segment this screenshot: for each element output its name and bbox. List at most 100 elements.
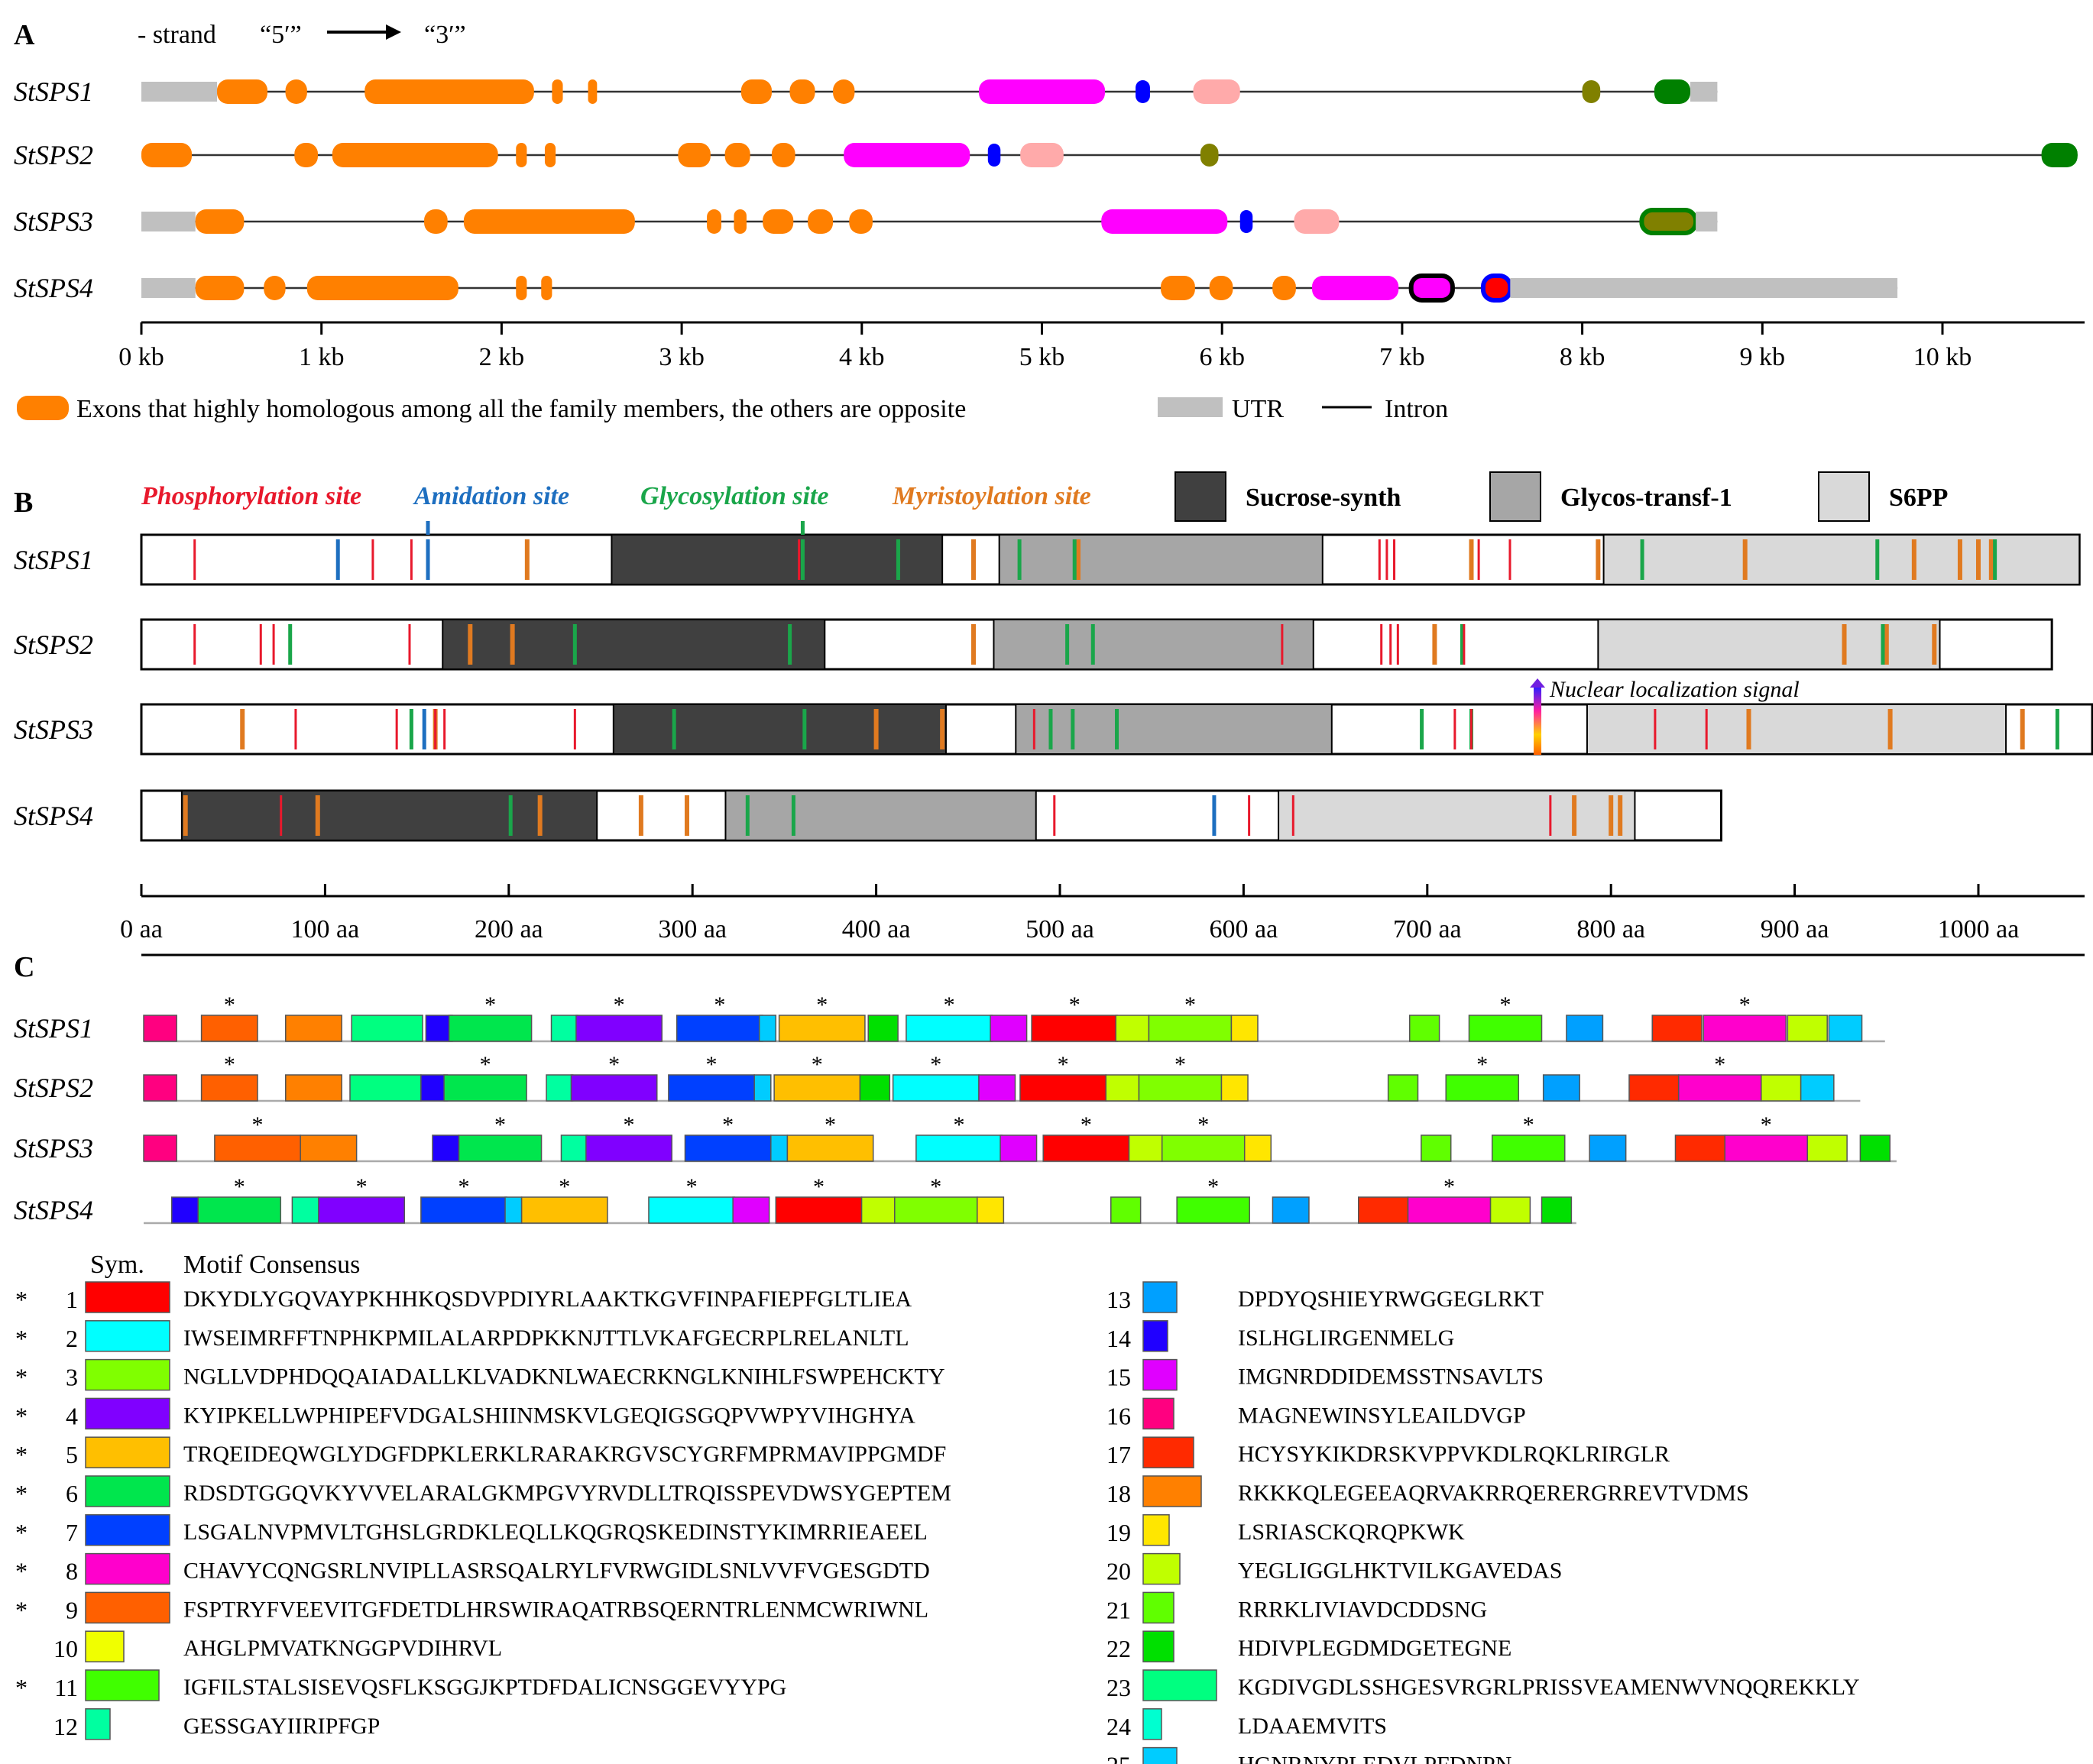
motif-star: * xyxy=(954,1112,965,1138)
motif-box-25 xyxy=(1800,1074,1835,1102)
motif-legend-swatch xyxy=(1142,1475,1202,1507)
motif-box-17 xyxy=(1674,1134,1726,1162)
motif-legend-number: 7 xyxy=(66,1519,78,1546)
motif-box-25 xyxy=(1828,1015,1863,1042)
motif-legend-star: * xyxy=(15,1441,28,1468)
exon-block xyxy=(332,143,498,167)
motif-legend-number: 20 xyxy=(1106,1558,1131,1585)
motif-legend-star: * xyxy=(15,1480,28,1507)
motif-row-label-StSPS2: StSPS2 xyxy=(14,1073,93,1103)
motif-box-18 xyxy=(285,1074,342,1102)
motif-legend-number: 22 xyxy=(1106,1635,1131,1662)
gene-label-StSPS1: StSPS1 xyxy=(14,76,93,107)
exon-block xyxy=(1020,143,1064,167)
exon-block xyxy=(1101,209,1228,234)
motif-legend-number: 9 xyxy=(66,1596,78,1623)
motif-star: * xyxy=(480,1052,491,1077)
motif-box-16 xyxy=(143,1074,177,1102)
motif-row-label-StSPS1: StSPS1 xyxy=(14,1013,93,1044)
motif-legend-swatch xyxy=(1142,1552,1181,1585)
motif-legend-swatch xyxy=(85,1281,170,1313)
exon-block xyxy=(195,276,245,300)
motif-box-9 xyxy=(200,1015,258,1042)
motif-legend-number: 23 xyxy=(1106,1674,1131,1701)
motif-box-7 xyxy=(668,1074,755,1102)
motif-star: * xyxy=(559,1174,570,1199)
motif-legend-number: 11 xyxy=(54,1674,78,1701)
motif-star: * xyxy=(1081,1112,1092,1138)
motif-box-25 xyxy=(758,1015,777,1042)
motif-box-19 xyxy=(1230,1015,1259,1042)
motif-legend-sequence: HDIVPLEGDMDGETEGNE xyxy=(1238,1636,1511,1661)
exon-block xyxy=(763,209,794,234)
motif-legend-sequence: YEGLIGGLHKTVILKGAVEDAS xyxy=(1238,1558,1562,1584)
exon-block xyxy=(264,276,286,300)
exon-block xyxy=(789,79,815,104)
motif-box-22 xyxy=(1859,1134,1891,1162)
exon-block xyxy=(364,79,534,104)
motif-legend-number: 1 xyxy=(66,1286,78,1313)
motif-legend-swatch xyxy=(1142,1436,1194,1468)
motif-star: * xyxy=(614,992,625,1018)
motif-legend-sequence: MAGNEWINSYLEAILDVGP xyxy=(1238,1403,1526,1428)
protein-label-StSPS1: StSPS1 xyxy=(14,545,93,575)
motif-legend-swatch xyxy=(85,1397,170,1430)
protein-label-StSPS2: StSPS2 xyxy=(14,630,93,660)
motif-legend-swatch xyxy=(85,1552,170,1585)
motif-legend-sequence: LSGALNVPMVLTGHSLGRDKLEQLLKQGRQSKEDINSTYK… xyxy=(183,1520,928,1545)
motif-legend-swatch xyxy=(85,1708,111,1740)
domain-legend-swatch xyxy=(1818,471,1870,522)
motif-star: * xyxy=(1761,1112,1772,1138)
motif-legend-number: 16 xyxy=(1106,1402,1131,1429)
motif-legend-sequence: IWSEIMRFFTNPHKPMILALARPDPKKNJTTLVKAFGECR… xyxy=(183,1325,909,1351)
motif-legend-number: 4 xyxy=(66,1402,78,1429)
motif-star: * xyxy=(1523,1112,1534,1138)
motif-box-15 xyxy=(990,1015,1028,1042)
motif-box-8 xyxy=(1724,1134,1809,1162)
aa-tick-label: 300 aa xyxy=(658,915,727,943)
motif-legend-star: * xyxy=(15,1364,28,1391)
motif-legend-number: 25 xyxy=(1106,1752,1131,1764)
motif-legend-swatch xyxy=(1142,1630,1174,1662)
exon-block xyxy=(1239,210,1253,233)
motif-box-13 xyxy=(1566,1015,1604,1042)
motif-box-16 xyxy=(143,1134,177,1162)
motif-row-label-StSPS3: StSPS3 xyxy=(14,1133,93,1164)
motif-box-3 xyxy=(1138,1074,1223,1102)
motif-star: * xyxy=(714,992,725,1018)
motif-box-1 xyxy=(1019,1074,1107,1102)
motif-legend-number: 5 xyxy=(66,1441,78,1468)
exon-block xyxy=(724,143,750,167)
motif-legend-swatch xyxy=(1142,1514,1170,1546)
motif-legend-sym-header: Sym. xyxy=(90,1251,144,1279)
motif-legend-swatch xyxy=(1142,1320,1168,1352)
motif-box-14 xyxy=(425,1015,453,1042)
motif-box-2 xyxy=(648,1196,736,1224)
motif-box-7 xyxy=(684,1134,772,1162)
motif-box-20 xyxy=(1115,1015,1150,1042)
motif-legend-sequence: KYIPKELLWPHIPEFVDGALSHIINMSKVLGEQIGSGQPV… xyxy=(183,1403,915,1428)
motif-box-4 xyxy=(585,1134,672,1162)
motif-legend-sequence: FSPTRYFVEEVITGFDETDLHRSWIRAQATRBSQERNTRL… xyxy=(183,1597,928,1622)
site-label: Myristoylation site xyxy=(892,482,1091,510)
motif-box-5 xyxy=(778,1015,866,1042)
exon-block xyxy=(541,276,552,300)
motif-star: * xyxy=(1207,1174,1219,1199)
motif-box-17 xyxy=(1628,1074,1680,1102)
utr-block xyxy=(141,278,196,298)
exon-block xyxy=(463,209,635,234)
motif-box-5 xyxy=(786,1134,874,1162)
motif-legend-sequence: KGDIVGDLSSHGESVRGRLPRISSVEAMENWVNQQREKKL… xyxy=(1238,1675,1860,1700)
motif-box-12 xyxy=(550,1015,578,1042)
exon-block xyxy=(987,144,1001,167)
nls-arrowhead xyxy=(1530,678,1546,688)
motif-legend-sequence: IGFILSTALSISEVQSFLKSGGJKPTDFDALICNSGGEVY… xyxy=(183,1675,786,1700)
motif-box-11 xyxy=(1176,1196,1250,1224)
motif-legend-swatch xyxy=(85,1591,170,1624)
motif-box-6 xyxy=(197,1196,282,1224)
motif-legend-sequence: RKKKQLEGEEAQRVAKRRQERERGRREVTVDMS xyxy=(1238,1481,1749,1506)
motif-legend-sequence: AHGLPMVATKNGGPVDIHRVL xyxy=(183,1636,502,1661)
kb-tick-label: 0 kb xyxy=(118,343,164,371)
gene-label-StSPS2: StSPS2 xyxy=(14,140,93,170)
